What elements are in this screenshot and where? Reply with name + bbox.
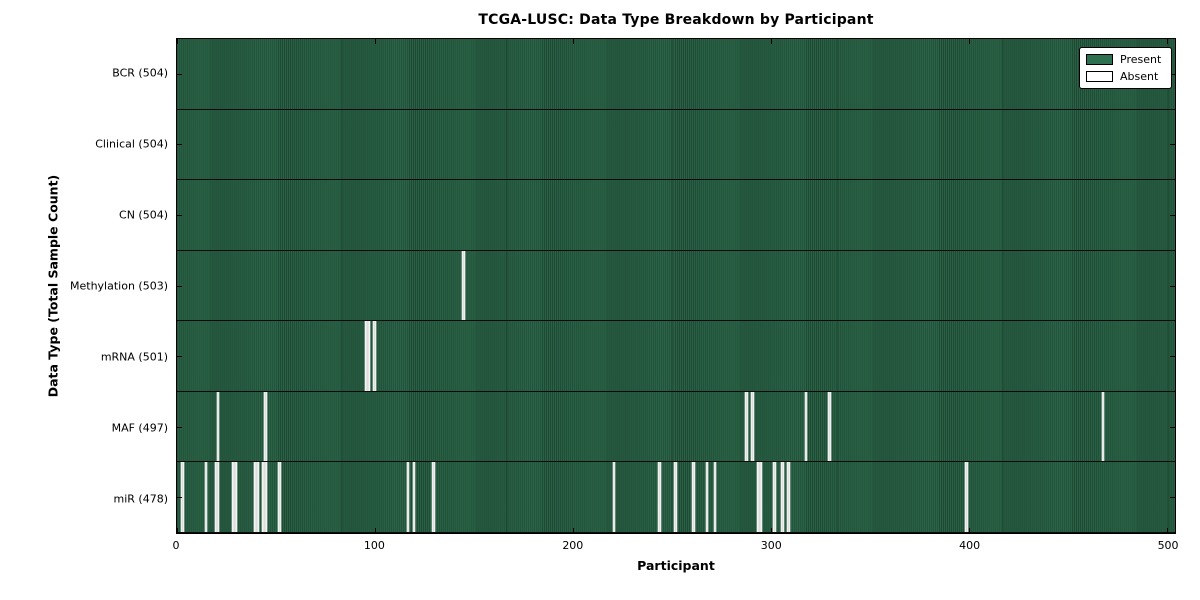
x-tick-label: 0	[172, 539, 180, 552]
y-tick-labels: BCR (504) Clinical (504) CN (504) Methylati…	[0, 38, 168, 534]
absent-stripe	[462, 250, 465, 321]
absent-stripe	[658, 462, 661, 533]
absent-stripe	[232, 462, 238, 533]
y-tick-mark	[1170, 144, 1175, 146]
absent-stripe	[773, 462, 776, 533]
y-tick-mark	[177, 214, 182, 216]
y-tick-label: CN (504)	[119, 208, 168, 222]
y-tick-mark	[177, 73, 182, 75]
row-mir	[177, 462, 1175, 534]
legend-swatch-absent	[1086, 71, 1113, 82]
x-tick-label: 300	[760, 539, 782, 552]
x-tick-mark	[572, 39, 574, 44]
row-methylation	[177, 250, 1175, 322]
y-tick-mark	[1170, 426, 1175, 428]
absent-stripe	[804, 391, 808, 462]
absent-stripe	[691, 462, 695, 533]
absent-stripe	[432, 462, 436, 533]
absent-stripe	[612, 462, 616, 533]
x-tick-mark	[176, 528, 178, 533]
y-tick-label: Clinical (504)	[95, 137, 168, 151]
y-tick-mark	[1170, 73, 1175, 75]
absent-stripe	[264, 391, 267, 462]
x-axis-label: Participant	[637, 558, 715, 573]
absent-stripe	[365, 321, 370, 391]
legend-swatch-present	[1086, 54, 1113, 65]
legend-item-absent: Absent	[1086, 70, 1165, 83]
y-tick-mark	[1170, 356, 1175, 358]
absent-stripe	[180, 462, 184, 533]
absent-stripe	[373, 321, 376, 391]
legend-label-absent: Absent	[1120, 70, 1159, 83]
y-tick-label: BCR (504)	[112, 66, 168, 80]
legend-label-present: Present	[1120, 53, 1162, 66]
absent-stripe	[214, 462, 220, 533]
absent-stripe	[745, 391, 748, 462]
legend-item-present: Present	[1086, 53, 1165, 66]
plot-area: Present Absent	[176, 38, 1176, 534]
row-cn	[177, 180, 1175, 251]
x-tick-mark	[770, 528, 772, 533]
x-tick-label: 400	[959, 539, 981, 552]
absent-stripe	[412, 462, 416, 533]
absent-stripe	[406, 462, 410, 533]
row-maf	[177, 391, 1175, 463]
absent-stripe	[757, 462, 762, 533]
x-tick-mark	[968, 528, 970, 533]
absent-stripe	[786, 462, 790, 533]
y-tick-mark	[177, 426, 182, 428]
chart-title: TCGA-LUSC: Data Type Breakdown by Partic…	[478, 12, 874, 28]
x-tick-label: 100	[363, 539, 385, 552]
row-mrna	[177, 321, 1175, 392]
x-tick-mark	[968, 39, 970, 44]
absent-stripe	[705, 462, 709, 533]
y-tick-mark	[1170, 214, 1175, 216]
x-tick-mark	[176, 39, 178, 44]
x-tick-mark	[374, 528, 376, 533]
y-tick-label: MAF (497)	[111, 421, 168, 435]
absent-stripe	[965, 462, 968, 533]
absent-stripe	[254, 462, 259, 533]
x-tick-mark	[770, 39, 772, 44]
absent-stripe	[674, 462, 677, 533]
legend: Present Absent	[1079, 47, 1172, 89]
absent-stripe	[262, 462, 267, 533]
x-tick-mark	[1166, 528, 1168, 533]
y-tick-mark	[177, 356, 182, 358]
x-tick-mark	[572, 528, 574, 533]
y-tick-label: miR (478)	[113, 492, 169, 506]
y-tick-label: mRNA (501)	[100, 350, 168, 364]
absent-stripe	[751, 391, 754, 462]
row-bcr	[177, 39, 1175, 110]
y-tick-mark	[177, 497, 182, 499]
absent-stripe	[713, 462, 717, 533]
absent-stripe	[204, 462, 208, 533]
y-tick-mark	[1170, 497, 1175, 499]
y-tick-mark	[1170, 285, 1175, 287]
x-tick-label: 200	[562, 539, 584, 552]
row-clinical	[177, 109, 1175, 181]
x-tick-labels: 0 100 200 300 400 500	[172, 539, 1179, 555]
absent-stripe	[216, 391, 220, 462]
absent-stripe	[277, 462, 281, 533]
absent-stripe	[828, 391, 832, 462]
y-tick-label: Methylation (503)	[70, 279, 168, 293]
y-tick-mark	[177, 285, 182, 287]
x-tick-mark	[1166, 39, 1168, 44]
x-tick-mark	[374, 39, 376, 44]
y-tick-mark	[177, 144, 182, 146]
absent-stripe	[1101, 391, 1105, 462]
x-tick-label: 500	[1157, 539, 1179, 552]
absent-stripe	[780, 462, 784, 533]
